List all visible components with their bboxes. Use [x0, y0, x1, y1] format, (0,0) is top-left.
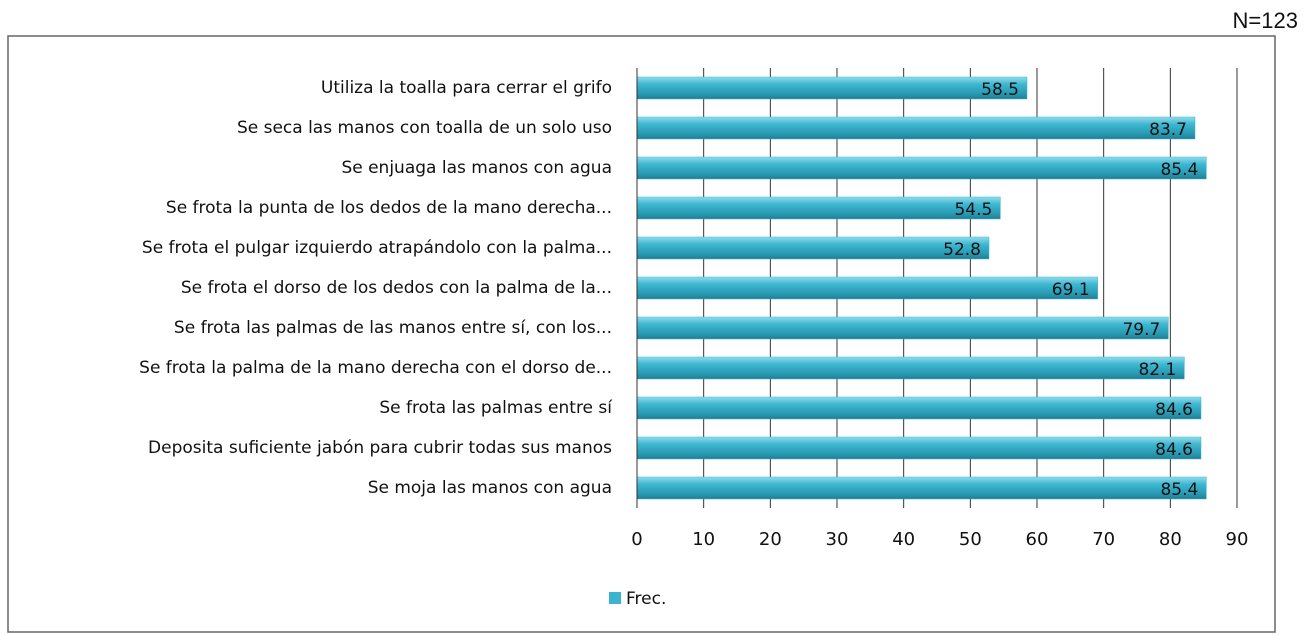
bar [636, 196, 1001, 220]
value-label: 84.6 [1155, 400, 1193, 420]
value-label: 83.7 [1149, 120, 1187, 140]
value-label: 52.8 [943, 240, 981, 260]
value-label: 85.4 [1160, 480, 1198, 500]
x-tick-label: 60 [1026, 529, 1049, 550]
x-tick-label: 0 [631, 529, 642, 550]
x-tick-label: 90 [1226, 529, 1249, 550]
bar [636, 156, 1207, 180]
bar [636, 396, 1202, 420]
value-label: 84.6 [1155, 440, 1193, 460]
x-tick-label: 20 [759, 529, 782, 550]
value-label: 69.1 [1052, 280, 1090, 300]
value-label: 58.5 [981, 80, 1019, 100]
bar [636, 316, 1169, 340]
bar [636, 436, 1202, 460]
y-tick-label: Se seca las manos con toalla de un solo … [237, 118, 612, 138]
y-tick-label: Se enjuaga las manos con agua [341, 158, 612, 178]
x-tick-label: 70 [1092, 529, 1115, 550]
bar [636, 116, 1196, 140]
x-tick-label: 50 [959, 529, 982, 550]
y-tick-label: Se frota las palmas entre sí [379, 398, 613, 418]
x-tick-label: 30 [826, 529, 849, 550]
y-tick-label: Utiliza la toalla para cerrar el grifo [321, 78, 612, 98]
bar [636, 236, 990, 260]
y-tick-label: Se frota el dorso de los dedos con la pa… [181, 278, 612, 298]
legend-swatch [609, 592, 621, 604]
annotation: N=123 [1233, 8, 1298, 33]
x-tick-label: 40 [892, 529, 915, 550]
y-tick-label: Se frota el pulgar izquierdo atrapándolo… [142, 238, 612, 258]
y-tick-label: Se frota la punta de los dedos de la man… [166, 198, 612, 218]
bar [636, 76, 1028, 100]
y-tick-label: Se frota las palmas de las manos entre s… [174, 318, 612, 338]
legend-label: Frec. [626, 589, 666, 609]
bar [636, 276, 1098, 300]
value-label: 85.4 [1160, 160, 1198, 180]
bar [636, 476, 1207, 500]
y-tick-label: Deposita suficiente jabón para cubrir to… [148, 438, 612, 458]
chart-frame [7, 35, 1276, 633]
y-tick-label: Se moja las manos con agua [368, 478, 612, 498]
x-tick-label: 10 [692, 529, 715, 550]
value-label: 79.7 [1122, 320, 1160, 340]
value-label: 54.5 [954, 200, 992, 220]
bar [636, 356, 1185, 380]
value-label: 82.1 [1138, 360, 1176, 380]
x-tick-label: 80 [1159, 529, 1182, 550]
y-tick-label: Se frota la palma de la mano derecha con… [139, 358, 612, 378]
